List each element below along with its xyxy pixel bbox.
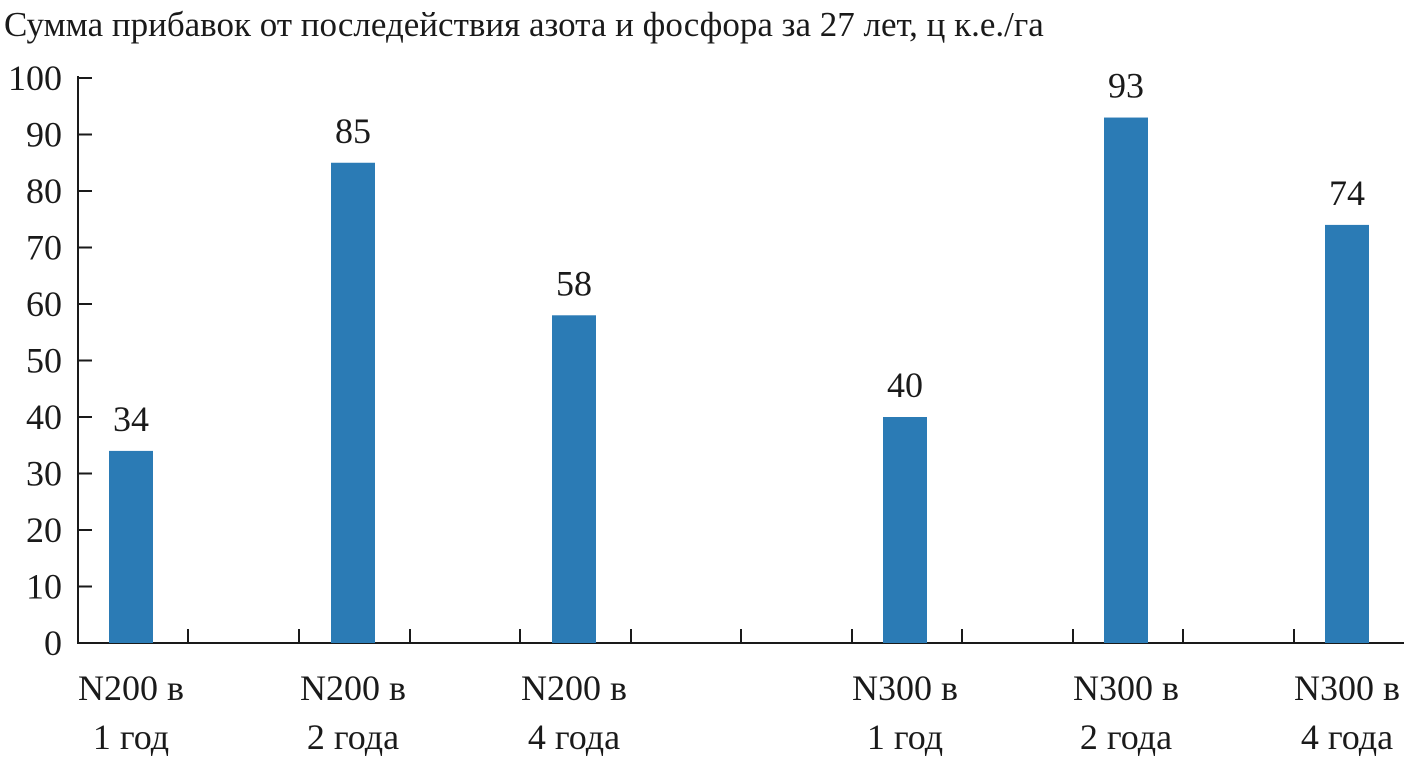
data-label: 85 [335, 111, 371, 151]
category-label: N300 в [852, 668, 958, 708]
category-label: 1 год [867, 717, 943, 757]
category-label: N200 в [78, 668, 184, 708]
y-tick-label: 90 [26, 115, 62, 155]
bar [1104, 117, 1148, 644]
y-tick-label: 40 [26, 397, 62, 437]
y-tick-label: 50 [26, 341, 62, 381]
data-label: 40 [887, 365, 923, 405]
y-axis: 0 10 20 30 40 50 60 70 80 90 100 [8, 58, 92, 663]
y-tick-label: 10 [26, 567, 62, 607]
category-label: 2 года [307, 717, 399, 757]
category-label: 1 год [93, 717, 169, 757]
data-label: 58 [556, 263, 592, 303]
bar [1325, 224, 1369, 643]
x-axis [78, 629, 1404, 644]
y-tick-label: 0 [44, 623, 62, 663]
y-tick-label: 70 [26, 228, 62, 268]
bar [883, 417, 927, 643]
category-label: 2 года [1080, 717, 1172, 757]
y-tick-label: 60 [26, 284, 62, 324]
y-tick-label: 100 [8, 58, 62, 98]
category-labels: N200 в 1 год N200 в 2 года N200 в 4 года N300 … [78, 668, 1400, 757]
category-label: N300 в [1294, 668, 1400, 708]
bars [109, 117, 1369, 644]
bar [552, 315, 596, 643]
category-label: N300 в [1073, 668, 1179, 708]
y-tick-label: 30 [26, 454, 62, 494]
data-labels: 34 85 58 40 93 74 [113, 66, 1365, 439]
category-label: N200 в [521, 668, 627, 708]
data-label: 93 [1108, 66, 1144, 106]
data-label: 34 [113, 399, 149, 439]
bar [331, 162, 375, 643]
bar [109, 450, 153, 643]
category-label: 4 года [1301, 717, 1393, 757]
y-tick-label: 80 [26, 171, 62, 211]
category-label: 4 года [528, 717, 620, 757]
category-label: N200 в [300, 668, 406, 708]
y-tick-label: 20 [26, 510, 62, 550]
chart-title: Сумма прибавок от последействия азота и … [4, 5, 1044, 44]
data-label: 74 [1329, 173, 1365, 213]
